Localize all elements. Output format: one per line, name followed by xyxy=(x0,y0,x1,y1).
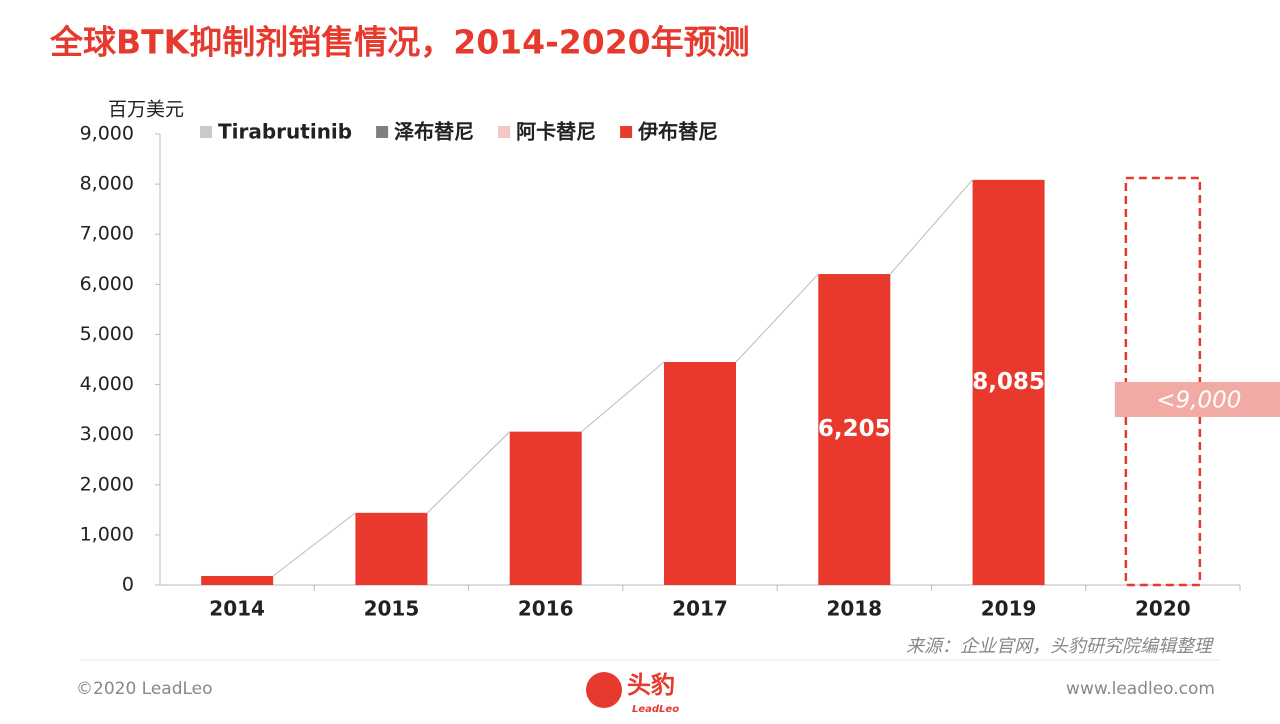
x-tick-label: 2017 xyxy=(672,597,728,621)
x-tick-label: 2018 xyxy=(826,597,882,621)
connector xyxy=(272,512,356,577)
annotation: <9,000 xyxy=(1156,388,1241,414)
logo-sub: LeadLeo xyxy=(632,704,679,715)
x-tick-label: 2020 xyxy=(1135,597,1191,621)
legend-label: Tirabrutinib xyxy=(218,120,352,144)
bar xyxy=(201,575,274,585)
y-tick-label: 8,000 xyxy=(80,173,134,195)
connector xyxy=(427,431,511,514)
data-label: 6,205 xyxy=(818,416,891,442)
bar xyxy=(355,512,428,585)
x-tick-label: 2016 xyxy=(518,597,574,621)
y-axis-label: 百万美元 xyxy=(108,99,184,121)
y-tick-label: 6,000 xyxy=(80,273,134,295)
legend-swatch xyxy=(498,126,511,138)
annotation-box xyxy=(1114,382,1280,417)
x-tick-label: 2014 xyxy=(209,597,265,621)
bar xyxy=(818,274,891,585)
x-tick-label: 2015 xyxy=(364,597,420,621)
forecast-box xyxy=(1124,176,1202,587)
bar xyxy=(509,431,582,585)
legend-label: 泽布替尼 xyxy=(394,120,474,144)
legend-swatch xyxy=(620,126,633,138)
y-tick-label: 7,000 xyxy=(80,223,134,245)
y-tick-label: 2,000 xyxy=(80,473,134,495)
legend-swatch xyxy=(376,126,389,138)
data-label: 8,085 xyxy=(972,369,1045,395)
x-tick-label: 2019 xyxy=(981,597,1037,621)
y-tick-label: 1,000 xyxy=(80,523,134,545)
y-tick-label: 5,000 xyxy=(80,323,134,345)
chart-title: 全球BTK抑制剂销售情况，2014-2020年预测 xyxy=(49,23,750,62)
website: www.leadleo.com xyxy=(1066,679,1215,699)
connector xyxy=(581,361,665,433)
bar xyxy=(664,362,736,585)
y-tick-label: 3,000 xyxy=(80,423,134,445)
legend-label: 阿卡替尼 xyxy=(516,120,596,144)
y-tick-label: 0 xyxy=(122,574,134,596)
logo-icon xyxy=(586,672,622,708)
connector xyxy=(735,273,819,363)
y-tick-label: 4,000 xyxy=(80,373,134,395)
legend-label: 伊布替尼 xyxy=(637,120,718,144)
bar xyxy=(972,179,1045,585)
legend-swatch xyxy=(200,126,212,138)
logo: 头豹 xyxy=(627,671,675,699)
connector xyxy=(889,179,973,275)
copyright: ©2020 LeadLeo xyxy=(76,679,213,699)
y-tick-label: 9,000 xyxy=(80,123,134,145)
source: 来源：企业官网，头豹研究院编辑整理 xyxy=(906,636,1215,657)
